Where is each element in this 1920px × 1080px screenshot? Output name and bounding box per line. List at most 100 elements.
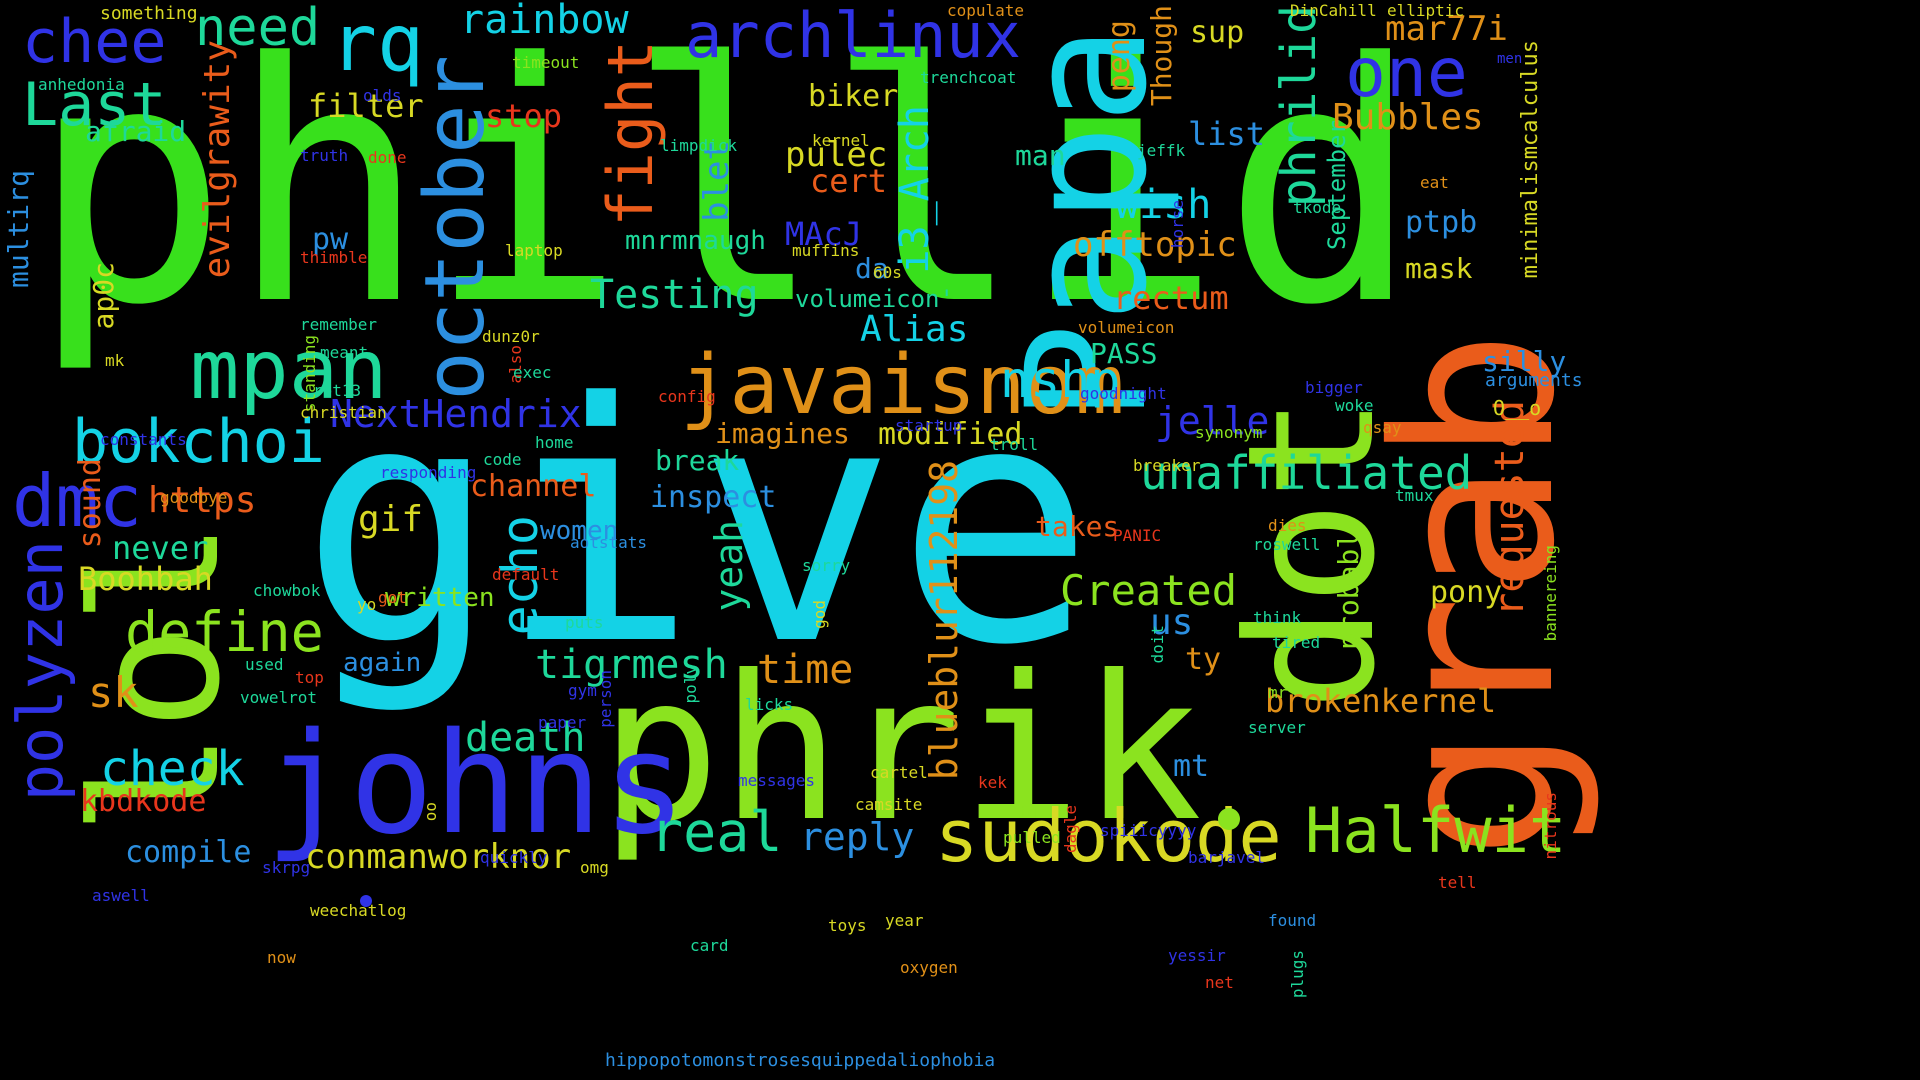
word-modified: modified (878, 417, 1023, 452)
word-anhedonia: anhedonia (38, 75, 125, 94)
word-synonym: synonym (1195, 423, 1263, 442)
word-mpan: mpan (190, 323, 388, 418)
word-pass: PASS (1090, 337, 1158, 370)
word-i3-arch: i3_Arch (892, 105, 938, 274)
word-macj: MAcJ (785, 215, 863, 253)
word-oo: oo (421, 802, 440, 822)
word-mnrmnaugh: mnrmnaugh (625, 226, 766, 256)
word-unaffiliated: unaffiliated (1140, 446, 1473, 500)
word-ptpb: ptpb (1405, 205, 1478, 240)
word-gym: gym (568, 681, 597, 700)
word-person: person (596, 670, 615, 728)
word-minimalismcalculus: minimalismcalculus (1518, 40, 1543, 279)
word-panic: PANIC (1113, 526, 1162, 545)
word-60s: 60s (873, 263, 902, 282)
word-card: card (690, 936, 729, 955)
word-cartel: cartel (870, 763, 928, 782)
word-fight: fight (594, 40, 667, 227)
word-man: man (1015, 139, 1066, 172)
word-bigger: bigger (1305, 378, 1363, 397)
word-code: code (483, 450, 522, 469)
word-meant: meant (320, 343, 369, 362)
word-rq: rq (330, 0, 424, 89)
word-ty: ty (1185, 642, 1222, 677)
word-check: check (100, 741, 245, 797)
word-standing: standing (300, 335, 319, 413)
word-list: list (1188, 115, 1266, 153)
word-created: Created (1060, 566, 1238, 615)
word-brokenkernel: brokenkernel (1265, 682, 1497, 720)
word-ap0c: ap0c (87, 262, 120, 330)
word-phillid: phillid (30, 0, 1421, 377)
word-constants: constants (100, 430, 187, 449)
word-define: define (125, 600, 324, 664)
word-last: Last (22, 70, 167, 140)
word-inspect: inspect (650, 480, 777, 515)
word-done: done (368, 148, 407, 167)
word-troll: troll (990, 435, 1039, 454)
word-mask: mask (1405, 252, 1473, 285)
word-september: September (1323, 120, 1351, 251)
word-weechatlog: weechatlog (310, 901, 407, 920)
word-bannereing: bannereing (1541, 545, 1560, 642)
word-chee: chee (22, 7, 167, 77)
word-need: need (195, 0, 321, 58)
word-filter: filter (308, 87, 424, 125)
word-christian: christian (300, 403, 387, 422)
word-rectum: rectum (1113, 279, 1229, 317)
word-dagle: dagle (1061, 805, 1080, 854)
word-remember: remember (300, 315, 378, 334)
word-limpdick: limpdick (660, 136, 738, 155)
word-startup: startup (895, 416, 963, 435)
word-tell: tell (1438, 873, 1477, 892)
word-thimble: thimble (300, 248, 368, 267)
word-elliptic: elliptic (1387, 1, 1465, 20)
word-muffins: muffins (792, 241, 860, 260)
word-aswell: aswell (92, 886, 150, 905)
word-cert: cert (810, 162, 888, 200)
word-halfwit: Halfwit (1305, 794, 1567, 867)
word-server: server (1248, 718, 1306, 737)
word-johns: johns (265, 703, 687, 866)
word-camsite: camsite (855, 795, 923, 814)
word-offtopic: offtopic (1073, 225, 1237, 265)
word-javaisnom: javaisnom (680, 338, 1125, 433)
word-volumeicon: volumeicon' (795, 285, 954, 313)
word-now: now (267, 948, 296, 967)
word-women: women (540, 516, 619, 546)
word-imagines: imagines (715, 417, 850, 450)
word-truth: truth (300, 146, 349, 165)
word-doit: doit (1148, 625, 1167, 664)
word-one: one (1345, 34, 1468, 113)
word-roswell: roswell (1253, 535, 1321, 554)
word-responding: responding (380, 463, 477, 482)
word-chowbok: chowbok (253, 581, 321, 600)
word-jeffk: jeffk (1137, 141, 1186, 160)
word-pw: pw (312, 222, 349, 257)
word-biker: biker (808, 79, 899, 114)
word-spiiicyyyy: spiiicyyyy (1100, 821, 1197, 840)
word-goodbye: goodbye (160, 488, 228, 507)
word-tigrmesh: tigrmesh (535, 642, 728, 688)
word-phrilid: phrilid (1271, 5, 1327, 208)
word-qsay: qsay (1363, 418, 1402, 437)
word-got: got (378, 588, 407, 607)
word-think: think (1253, 608, 1302, 627)
word-rainbow: rainbow (460, 0, 629, 43)
word-compile: compile (125, 835, 252, 870)
word-aotstats: aotstats (570, 533, 648, 552)
word-id: id (1018, 803, 1038, 822)
word-eat: eat (1420, 173, 1449, 192)
word-mk: mk (105, 351, 125, 370)
word-men: men (1497, 51, 1523, 67)
word-tmux: tmux (1395, 486, 1434, 505)
word-yeah: yeah (707, 520, 751, 612)
word-real: real (650, 800, 783, 864)
word-paper: paper (538, 713, 587, 732)
word-omg: omg (580, 858, 609, 877)
word-https: https (148, 480, 257, 521)
word-jelle: jelle (1155, 399, 1270, 443)
word-boohbah: Boohbah (78, 560, 213, 598)
word-never: never (112, 529, 209, 567)
word-config: config (658, 387, 716, 406)
